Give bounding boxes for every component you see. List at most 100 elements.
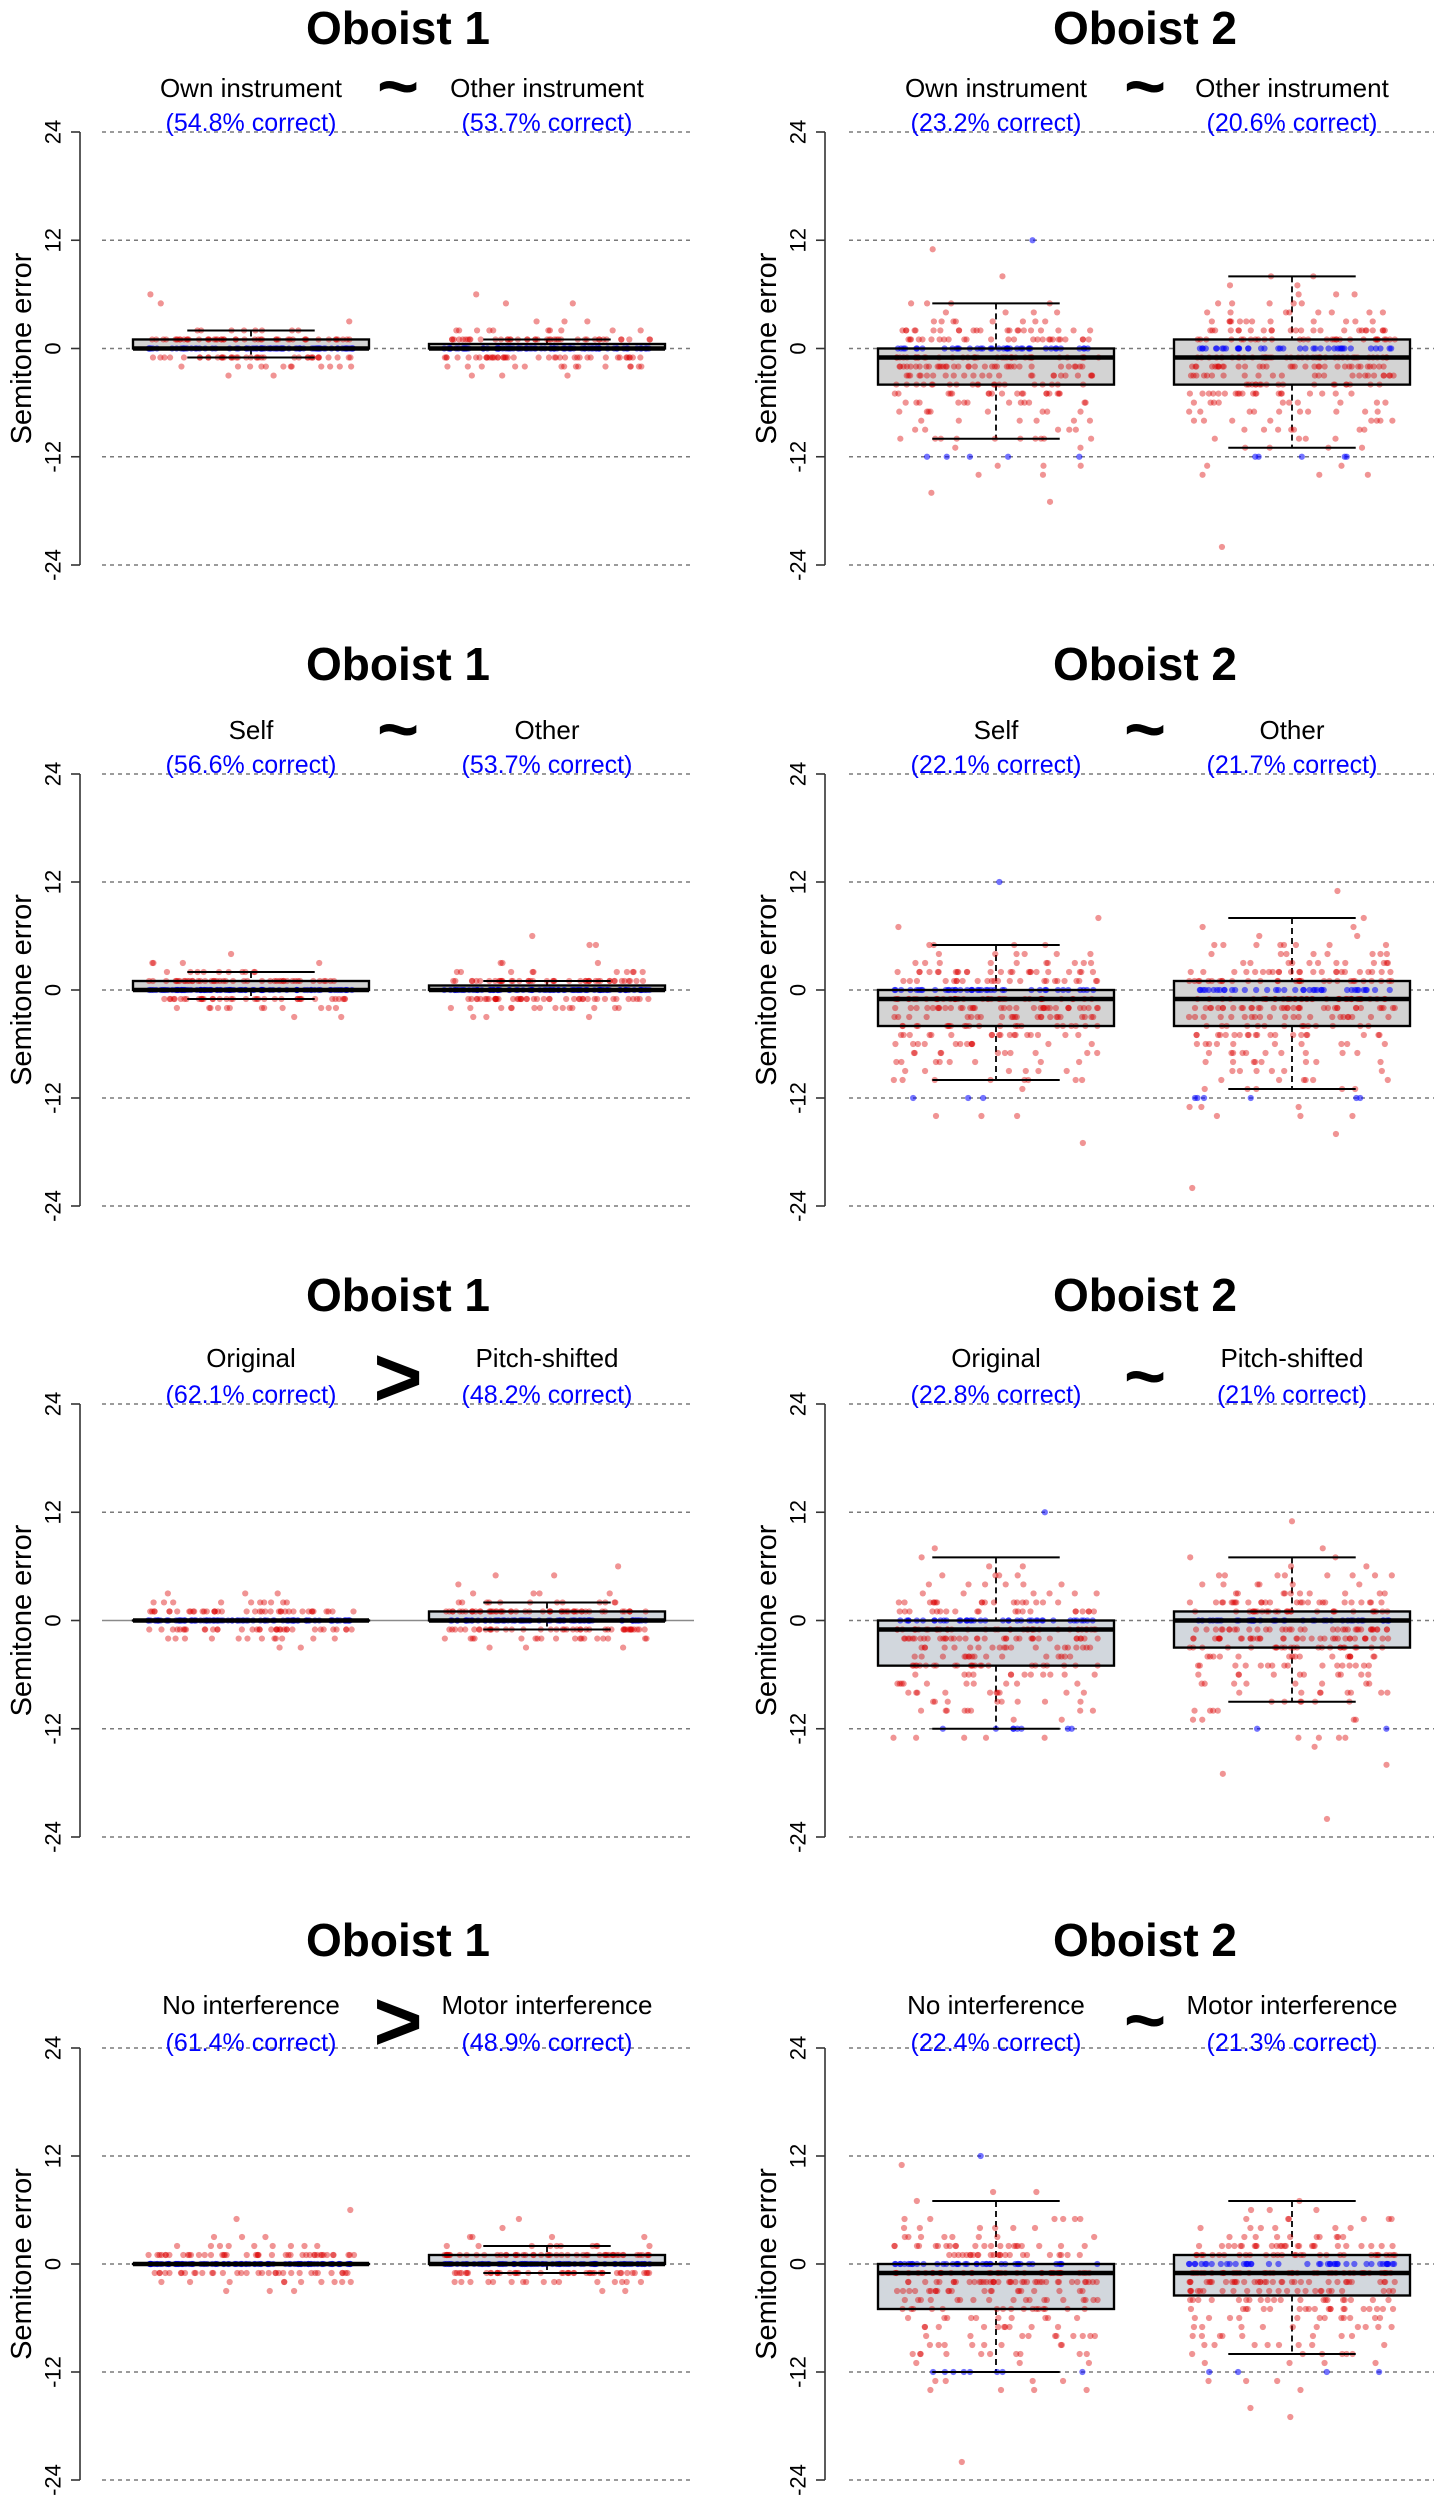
point-error: [916, 399, 923, 406]
point-error: [1378, 2242, 1385, 2250]
point-error: [1219, 2287, 1226, 2295]
point-error: [1298, 300, 1305, 307]
point-error: [891, 390, 898, 397]
point-error: [1390, 372, 1397, 379]
point-error: [1278, 2278, 1285, 2286]
point-error: [1374, 1626, 1381, 1633]
percent-correct-label: (22.8% correct): [911, 1381, 1082, 1409]
point-error: [1254, 1031, 1261, 1039]
point-error: [912, 1671, 919, 1678]
point-error: [1035, 1635, 1042, 1642]
point-error: [1293, 1599, 1301, 1606]
point-error: [1310, 968, 1317, 976]
point-error: [901, 1608, 908, 1615]
y-tick-label: -12: [786, 441, 811, 473]
point-error: [1350, 923, 1357, 931]
point-error: [465, 995, 472, 1003]
point-error: [1076, 363, 1084, 370]
point-error: [451, 2269, 458, 2277]
point-error: [611, 977, 618, 985]
point-error: [1089, 1707, 1097, 1714]
point-error: [1244, 1031, 1251, 1039]
point-error: [1243, 2296, 1250, 2304]
point-error: [1231, 968, 1238, 976]
point-error: [1334, 2233, 1342, 2241]
point-error: [1389, 1004, 1397, 1012]
point-error: [1255, 372, 1262, 379]
point-error: [1070, 417, 1078, 424]
point-error: [1311, 363, 1318, 370]
point-error: [483, 1013, 490, 1021]
data-points: [1186, 1518, 1395, 1823]
point-error: [1189, 363, 1196, 370]
point-error: [1081, 2278, 1089, 2286]
point-error: [899, 1076, 906, 1084]
point-error: [591, 995, 598, 1003]
point-error: [455, 1581, 462, 1588]
point-error: [955, 327, 963, 334]
point-error: [1372, 2359, 1379, 2367]
point-error: [922, 426, 929, 433]
point-error: [520, 2278, 527, 2286]
point-error: [1014, 1698, 1021, 1705]
point-error: [907, 336, 915, 343]
point-error: [639, 977, 647, 985]
point-correct: [1360, 986, 1367, 994]
point-error: [173, 2242, 181, 2250]
y-axis-label: Semitone error: [6, 2168, 38, 2360]
point-error: [1321, 2359, 1328, 2367]
point-error: [1310, 1076, 1317, 1084]
point-error: [965, 1581, 972, 1588]
point-error: [974, 1608, 981, 1615]
point-error: [1338, 968, 1345, 976]
point-error: [1238, 1004, 1245, 1012]
point-error: [1268, 327, 1275, 334]
point-error: [645, 995, 652, 1003]
point-error: [177, 995, 184, 1003]
point-error: [207, 2251, 215, 2259]
point-error: [1093, 977, 1101, 985]
point-correct: [1252, 453, 1259, 460]
comparison-symbol: ~: [1124, 47, 1166, 127]
point-error: [1324, 1572, 1331, 1579]
point-error: [1215, 1572, 1223, 1579]
point-error: [1088, 1013, 1095, 1021]
point-error: [332, 1004, 340, 1012]
point-error: [895, 390, 902, 397]
point-error: [1303, 1031, 1310, 1039]
point-error: [508, 2278, 515, 2286]
point-error: [1001, 2323, 1008, 2331]
y-tick-label: -24: [41, 2464, 66, 2496]
point-error: [1007, 1049, 1014, 1057]
point-error: [149, 959, 156, 967]
point-error: [1199, 1581, 1206, 1588]
point-error: [150, 1599, 157, 1606]
point-error: [1051, 2215, 1058, 2223]
point-error: [1065, 1004, 1072, 1012]
point-error: [1272, 1031, 1279, 1039]
point-error: [1187, 1554, 1194, 1561]
point-error: [1039, 2278, 1046, 2286]
point-error: [1362, 372, 1369, 379]
point-error: [1346, 1653, 1354, 1660]
point-error: [515, 995, 522, 1003]
point-error: [271, 1635, 278, 1642]
point-error: [1295, 2341, 1302, 2349]
point-error: [1298, 1040, 1305, 1048]
point-error: [1282, 309, 1290, 316]
point-error: [615, 1563, 622, 1570]
point-error: [283, 1626, 291, 1633]
point-error: [1380, 959, 1388, 967]
point-error: [1211, 435, 1218, 442]
point-error: [1232, 390, 1239, 397]
boxplot-2: [1172, 1518, 1412, 1823]
point-error: [1079, 336, 1086, 343]
point-error: [1318, 1680, 1326, 1687]
point-error: [169, 1626, 176, 1633]
point-error: [1294, 282, 1301, 289]
point-error: [1206, 1040, 1213, 1048]
point-error: [907, 372, 914, 379]
point-error: [1230, 1004, 1237, 1012]
point-error: [147, 1608, 154, 1615]
point-error: [897, 435, 904, 442]
